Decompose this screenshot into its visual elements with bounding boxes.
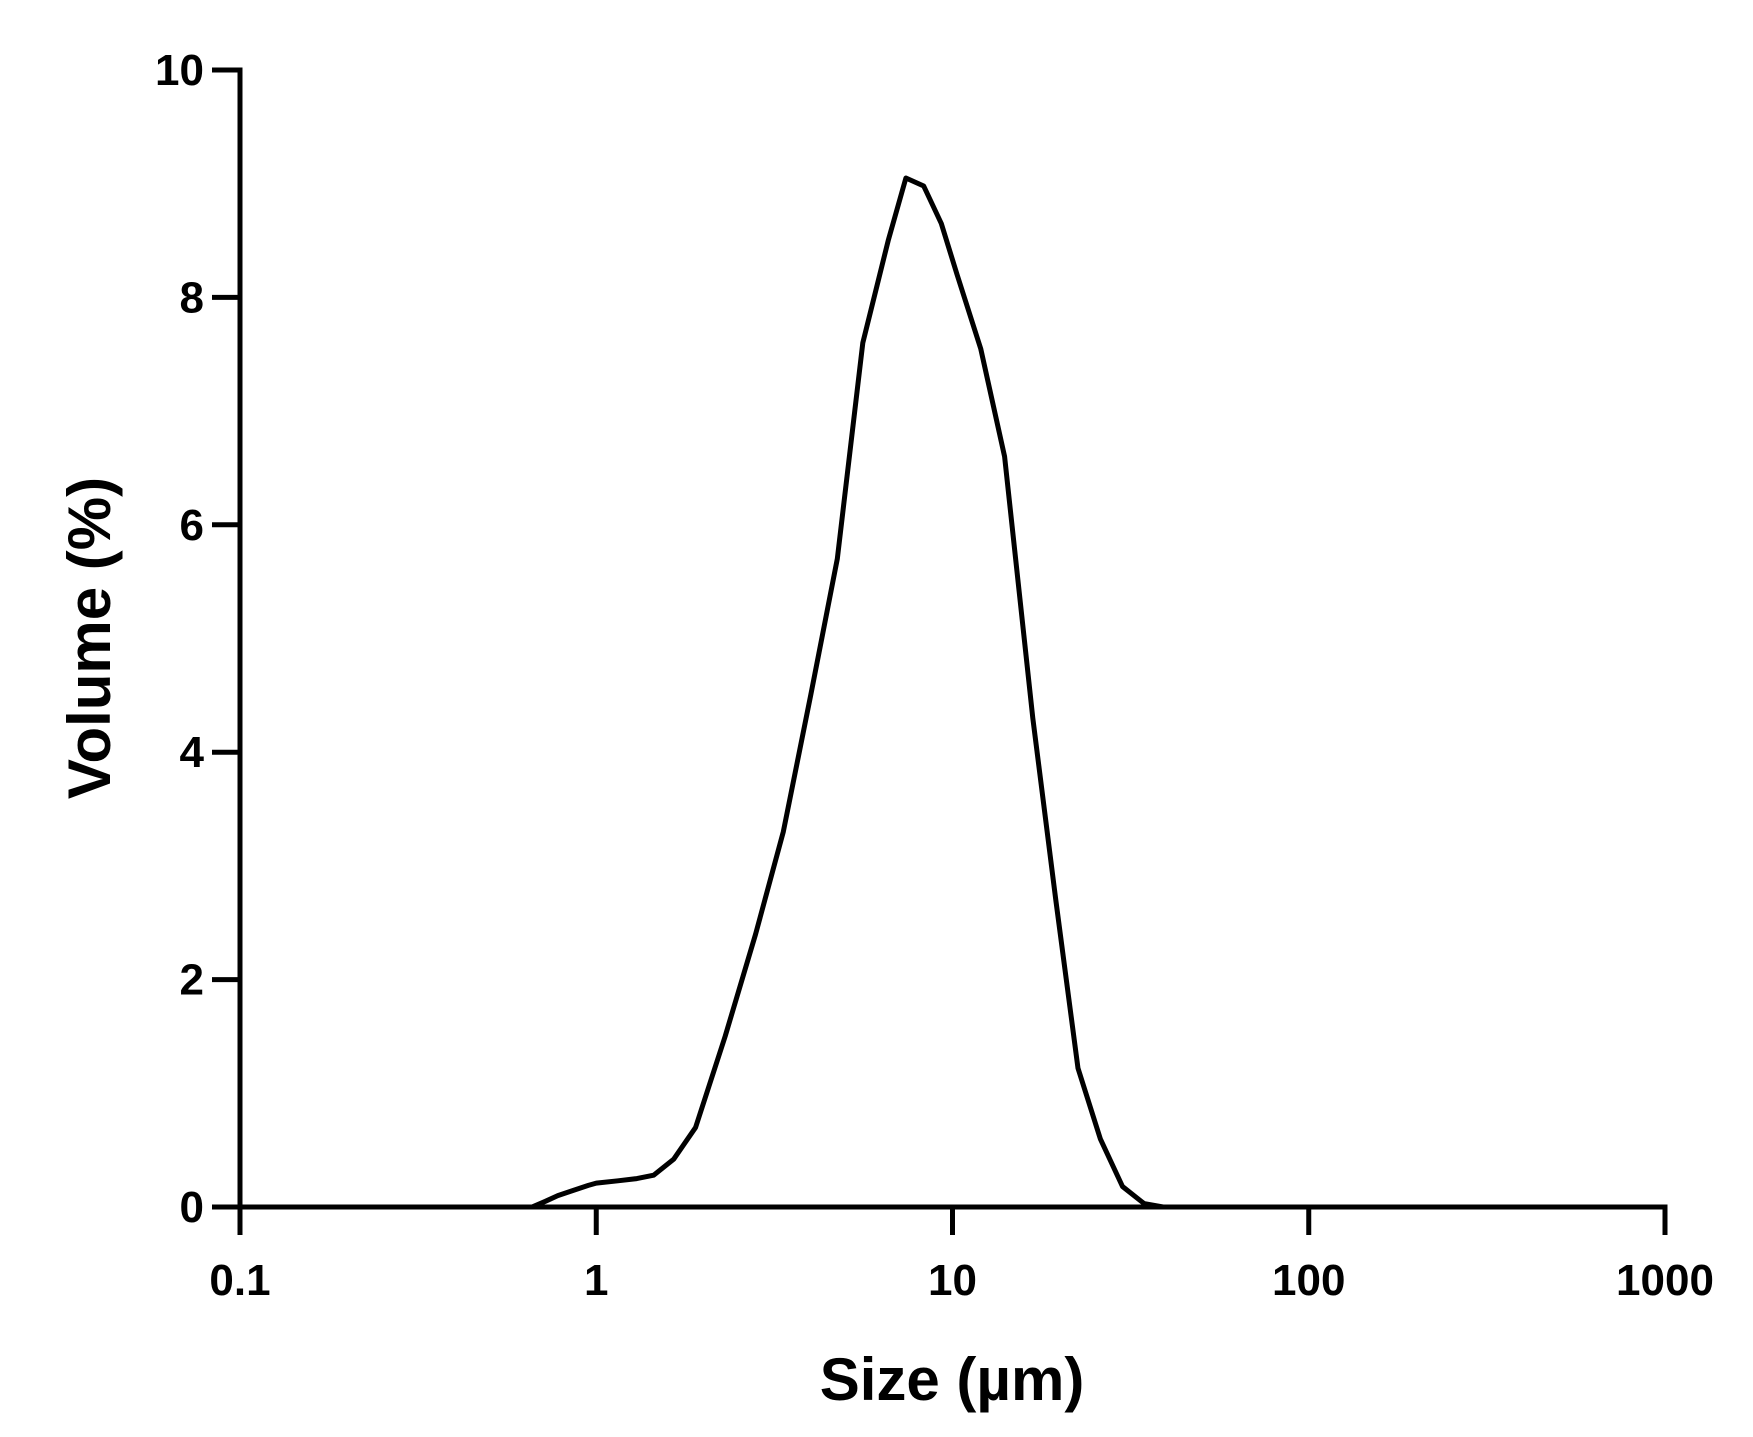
- x-tick-label: 1: [584, 1256, 608, 1305]
- x-tick-label: 1000: [1616, 1256, 1714, 1305]
- x-tick-label: 100: [1272, 1256, 1345, 1305]
- x-axis-ticks: 0.1 1 10 100 1000: [209, 1207, 1714, 1305]
- x-tick-label: 0.1: [209, 1256, 270, 1305]
- y-tick-label: 10: [155, 46, 204, 95]
- y-tick-label: 4: [180, 728, 205, 777]
- y-tick-label: 0: [180, 1183, 204, 1232]
- x-axis-title: Size (µm): [820, 1346, 1085, 1413]
- x-tick-label: 10: [928, 1256, 977, 1305]
- y-axis-ticks: 0 2 4 6 8 10: [155, 46, 240, 1232]
- y-axis-title: Volume (%): [56, 477, 123, 799]
- y-tick-label: 6: [180, 501, 204, 550]
- volume-distribution-line: [237, 175, 1668, 1210]
- y-tick-label: 2: [180, 956, 204, 1005]
- y-tick-label: 8: [180, 273, 204, 322]
